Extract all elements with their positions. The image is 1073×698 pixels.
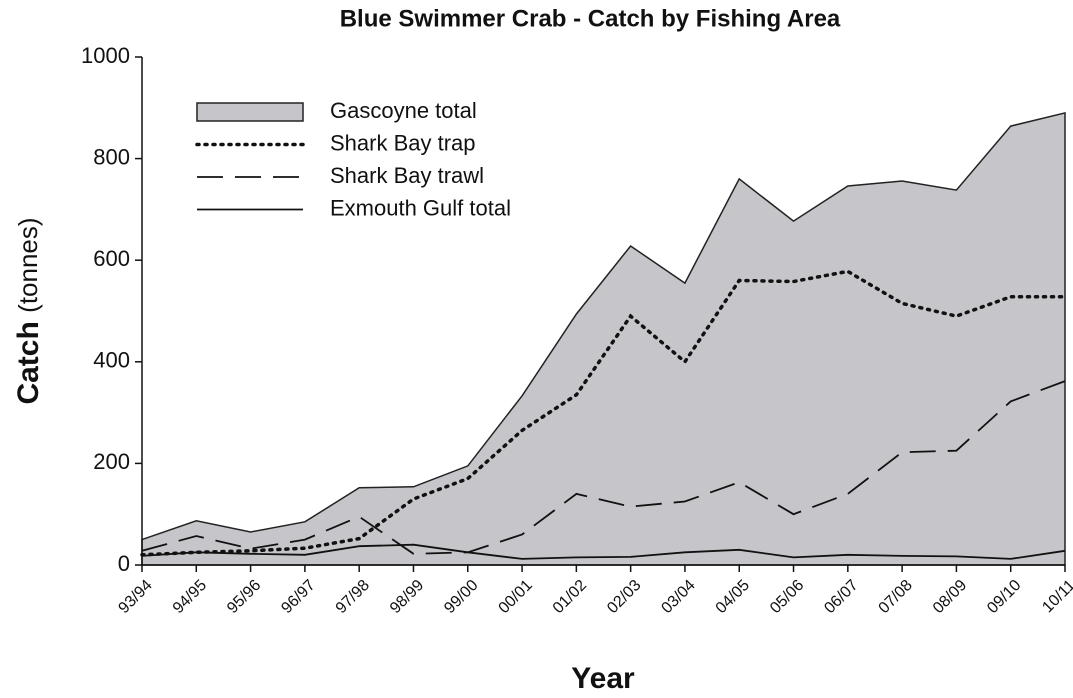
legend-label: Exmouth Gulf total [330,195,511,220]
x-tick-label: 06/07 [821,577,861,617]
line [141,380,1066,555]
y-axis-label-main: Catch [12,321,45,404]
x-tick-label: 10/11 [1039,577,1073,617]
y-axis-label: Catch (tonnes) [12,217,45,404]
x-tick-label: 01/02 [550,577,590,617]
x-tick-label: 00/01 [496,577,536,617]
x-tick-label: 02/03 [604,577,644,617]
y-axis-label-unit: (tonnes) [13,217,43,312]
x-tick-label: 96/97 [278,577,318,617]
x-axis-label: Year [571,662,635,695]
x-tick-label: 09/10 [984,577,1024,617]
x-tick-label: 98/99 [387,577,427,617]
x-tick-label: 03/04 [658,577,698,617]
x-tick-label: 94/95 [170,577,210,617]
legend-swatch [196,102,304,122]
x-tick-label: 97/98 [333,577,373,617]
y-tick-label: 400 [93,348,130,373]
x-tick-label: 95/96 [224,577,264,617]
y-tick-label: 0 [118,551,130,576]
line [140,269,1067,557]
legend-label: Gascoyne total [330,98,477,123]
area [141,111,1066,566]
x-tick-label: 07/08 [876,577,916,617]
legend-label: Shark Bay trap [330,130,476,155]
line [141,543,1066,560]
legend-label: Shark Bay trawl [330,163,484,188]
chart-title: Blue Swimmer Crab - Catch by Fishing Are… [340,5,841,32]
x-tick-label: 99/00 [441,577,481,617]
x-tick-label: 93/94 [115,577,155,617]
x-tick-label: 08/09 [930,577,970,617]
x-tick-label: 04/05 [713,577,753,617]
y-tick-label: 1000 [81,43,130,68]
y-tick-label: 200 [93,449,130,474]
x-tick-label: 05/06 [767,577,807,617]
y-tick-label: 800 [93,144,130,169]
y-tick-label: 600 [93,246,130,271]
